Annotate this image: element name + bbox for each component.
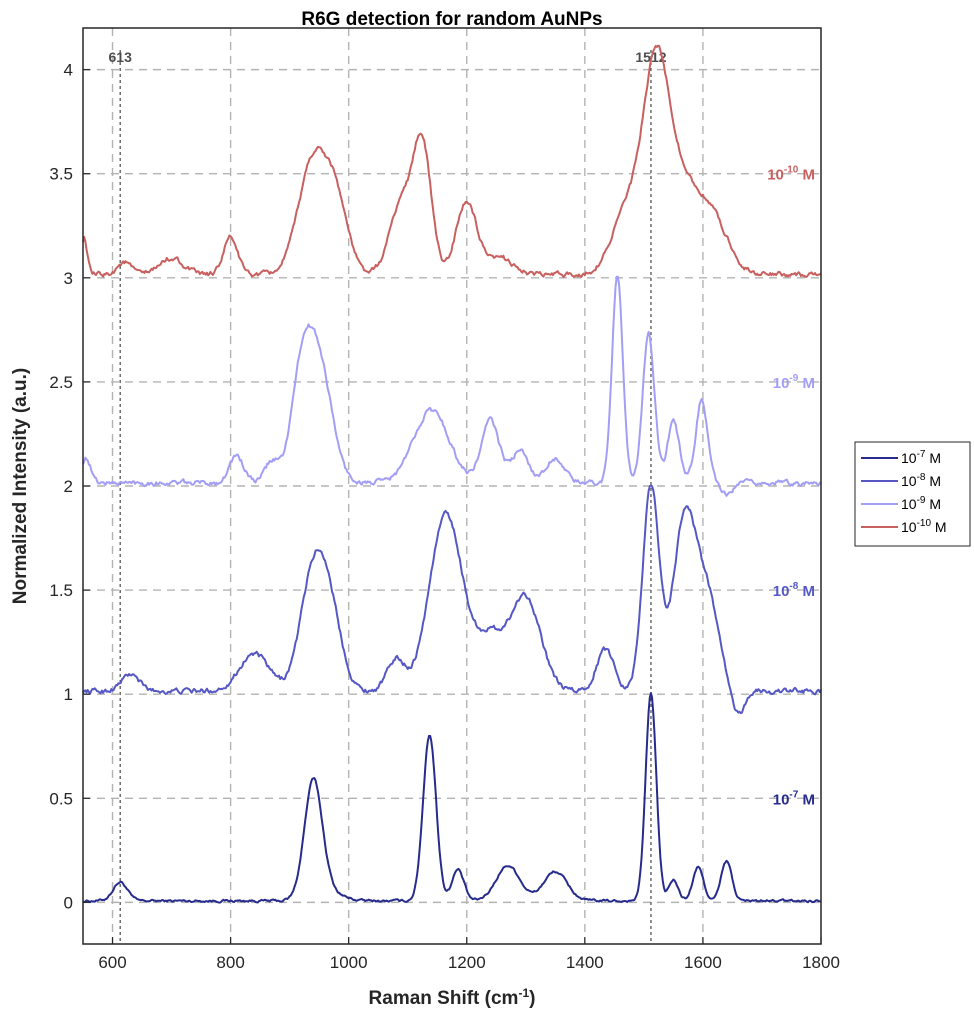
x-axis-label: Raman Shift (cm-1) (369, 986, 536, 1009)
y-tick-label: 2.5 (49, 373, 73, 392)
axis-ticks: 600 800 1000 1200 1400 1600 1800 0 0.5 1 1.5 2 2.5 3 3… (49, 61, 840, 972)
x-tick-label: 600 (98, 953, 126, 972)
series-label: 10-8 M (773, 581, 815, 600)
y-tick-label: 0 (64, 893, 73, 912)
legend-box (854, 441, 971, 547)
series-line (82, 44, 822, 279)
series-line (82, 275, 822, 497)
x-tick-label: 1400 (566, 953, 604, 972)
legend: 10-7 M 10-8 M 10-9 M 10-10 M (854, 441, 971, 547)
series-line (82, 484, 822, 715)
series-label: 10-10 M (767, 165, 815, 184)
y-tick-label: 0.5 (49, 789, 73, 808)
x-tick-label: 1600 (684, 953, 722, 972)
series-label: 10-9 M (773, 373, 815, 392)
x-tick-label: 1200 (448, 953, 486, 972)
legend-entry: 10-8 M (901, 472, 941, 489)
series-labels: 10-7 M 10-8 M 10-9 M 10-10 M (767, 165, 815, 809)
reference-line-label: 613 (109, 49, 133, 65)
spectra-series (82, 44, 822, 904)
x-tick-label: 800 (216, 953, 244, 972)
chart-title: R6G detection for random AuNPs (301, 9, 602, 30)
y-axis-label: Normalized Intensity (a.u.) (10, 368, 31, 604)
y-tick-label: 1 (64, 685, 73, 704)
y-tick-label: 3.5 (49, 165, 73, 184)
y-tick-label: 4 (64, 61, 73, 80)
series-label: 10-7 M (773, 789, 815, 808)
legend-entry: 10-10 M (901, 518, 947, 535)
series-line (83, 692, 822, 904)
x-tick-label: 1000 (330, 953, 368, 972)
y-tick-label: 1.5 (49, 581, 73, 600)
legend-entry: 10-7 M (901, 449, 941, 466)
grid-lines (83, 28, 821, 944)
legend-entry: 10-9 M (901, 495, 941, 512)
y-tick-label: 2 (64, 477, 73, 496)
y-tick-label: 3 (64, 269, 73, 288)
x-tick-label: 1800 (802, 953, 840, 972)
